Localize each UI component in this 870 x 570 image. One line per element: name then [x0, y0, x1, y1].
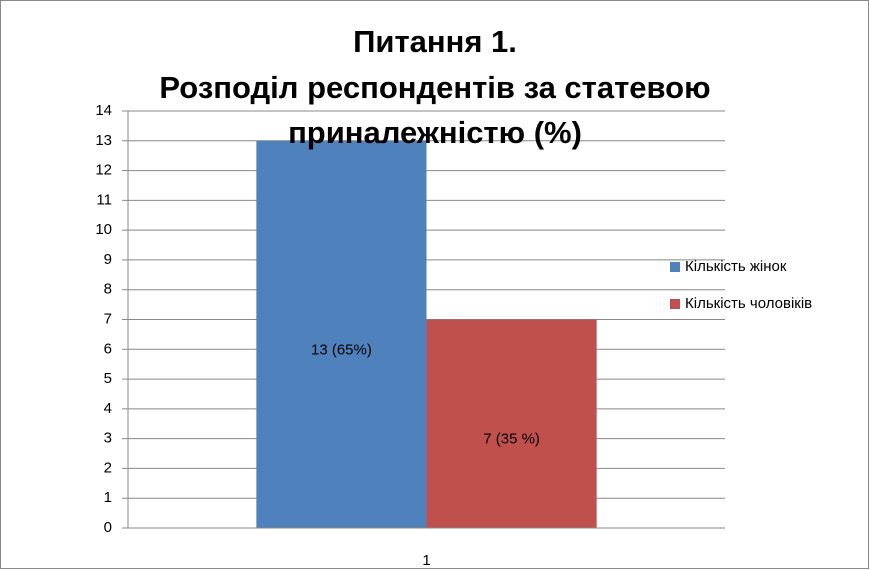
y-tick-label: 1 — [104, 489, 112, 506]
legend-swatch — [670, 262, 680, 272]
y-tick-label: 14 — [95, 102, 112, 119]
data-label: 7 (35 %) — [483, 431, 540, 448]
legend-swatch — [670, 299, 680, 309]
y-tick-label: 13 — [95, 132, 112, 149]
y-tick-label: 9 — [104, 251, 112, 268]
y-tick-label: 2 — [104, 459, 112, 476]
bar — [426, 319, 597, 528]
y-tick-label: 7 — [104, 310, 112, 327]
chart-title: Питання 1. — [353, 24, 517, 59]
y-tick-label: 0 — [104, 519, 112, 536]
bar — [256, 140, 427, 529]
x-tick-label: 1 — [422, 552, 430, 569]
y-tick-label: 3 — [104, 430, 112, 447]
y-tick-label: 6 — [104, 340, 112, 357]
y-tick-label: 5 — [104, 370, 112, 387]
data-label: 13 (65%) — [311, 341, 372, 358]
y-tick-label: 8 — [104, 281, 112, 298]
legend-label: Кількість чоловіків — [685, 295, 812, 312]
y-tick-label: 10 — [95, 221, 112, 238]
legend-label: Кількість жінок — [685, 258, 787, 275]
y-tick-label: 12 — [95, 162, 112, 179]
chart-title: Розподіл респондентів за статевою — [159, 70, 710, 105]
y-tick-label: 4 — [104, 400, 112, 417]
chart-title: приналежністю (%) — [288, 115, 582, 150]
y-tick-label: 11 — [96, 191, 112, 208]
